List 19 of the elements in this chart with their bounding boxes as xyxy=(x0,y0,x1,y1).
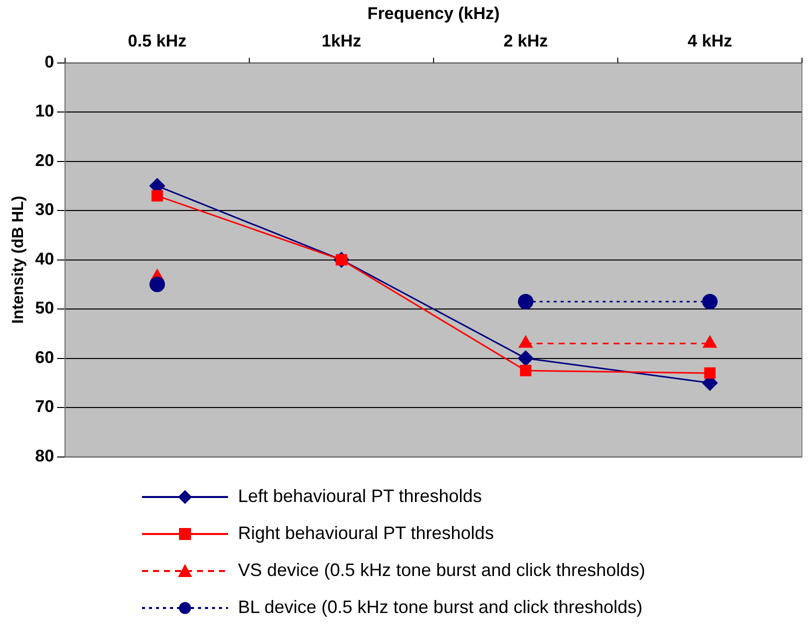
x-tick-label: 4 kHz xyxy=(688,31,732,50)
x-tick-label: 2 kHz xyxy=(503,31,548,50)
y-tick-label: 60 xyxy=(35,348,54,367)
x-tick-label: 1kHz xyxy=(322,31,362,50)
y-tick-label: 80 xyxy=(35,446,54,466)
y-tick-label: 20 xyxy=(35,150,54,170)
y-tick-label: 40 xyxy=(35,249,54,268)
legend-label: BL device (0.5 kHz tone burst and click thresholds) xyxy=(238,597,643,618)
y-tick-label: 10 xyxy=(35,102,54,121)
y-tick-label: 30 xyxy=(35,200,54,220)
y-tick-label: 0 xyxy=(44,52,54,72)
x-tick-label: 0.5 kHz xyxy=(128,31,187,50)
y-tick-label: 50 xyxy=(35,298,54,318)
legend-label: Left behavioural PT thresholds xyxy=(238,486,482,507)
legend-label: Right behavioural PT thresholds xyxy=(238,523,494,544)
y-tick-label: 70 xyxy=(35,397,54,416)
x-axis-title: Frequency (kHz) xyxy=(367,4,500,23)
legend-label: VS device (0.5 kHz tone burst and click thresholds) xyxy=(238,560,646,581)
y-axis-title: Intensity (dB HL) xyxy=(10,196,28,324)
